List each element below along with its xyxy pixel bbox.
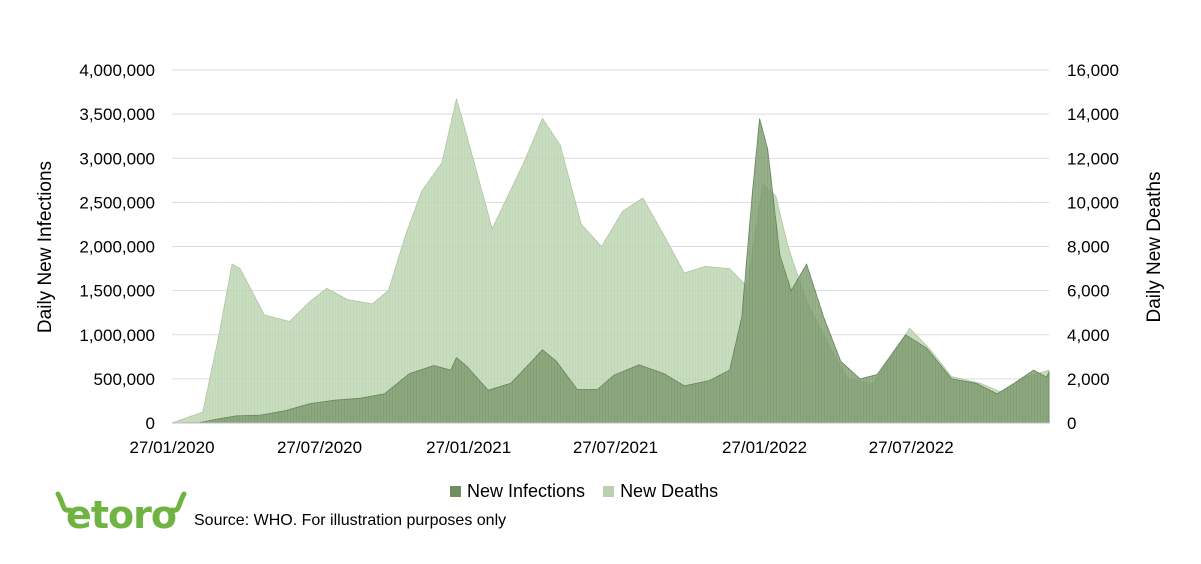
legend-item-deaths[interactable]: New Deaths [603,481,718,502]
y2-tick-label: 10,000 [1067,193,1119,212]
legend-swatch-deaths [603,486,615,497]
bar-texture [171,70,1049,423]
y2-tick-label: 12,000 [1067,149,1119,168]
svg-text:etoro: etoro [66,493,176,534]
y2-tick-label: 16,000 [1067,61,1119,80]
legend-item-infections[interactable]: New Infections [450,481,585,502]
x-tick-label: 27/07/2021 [573,438,658,457]
left-axis-ticks: 0 500,000 1,000,000 1,500,000 2,000,000 2,500… [79,61,155,433]
y2-tick-label: 14,000 [1067,105,1119,124]
y-tick-label: 3,000,000 [79,149,155,168]
source-note: Source: WHO. For illustration purposes o… [194,512,507,529]
legend-label-infections: New Infections [467,481,586,501]
left-axis-title: Daily New Infections [35,161,56,333]
series-deaths-area [171,98,1050,424]
right-axis-title: Daily New Deaths [1144,172,1165,323]
legend-swatch-infections [450,486,461,497]
y-tick-label: 1,000,000 [79,326,155,345]
legend-label-deaths: New Deaths [620,481,719,501]
y2-tick-label: 2,000 [1067,370,1110,389]
series-infections-area [171,118,1050,424]
x-tick-label: 27/01/2021 [426,438,511,457]
x-tick-label: 27/07/2022 [869,438,954,457]
right-axis-ticks: 0 2,000 4,000 6,000 8,000 10,000 12,000 14,000 1… [1067,61,1119,433]
y2-tick-label: 8,000 [1067,238,1110,257]
x-tick-label: 27/01/2022 [722,438,807,457]
y-tick-label: 500,000 [94,370,155,389]
y-tick-label: 1,500,000 [79,282,155,301]
x-tick-label: 27/01/2020 [129,438,214,457]
x-axis-ticks: 27/01/2020 27/07/2020 27/01/2021 27/07/2021… [129,438,953,457]
y-tick-label: 2,500,000 [79,193,155,212]
y-tick-label: 3,500,000 [79,105,155,124]
etoro-logo: etoro [55,491,187,534]
y2-tick-label: 6,000 [1067,282,1110,301]
y2-tick-label: 4,000 [1067,326,1110,345]
y-tick-label: 0 [146,414,155,433]
y2-tick-label: 0 [1067,414,1076,433]
y-tick-label: 4,000,000 [79,61,155,80]
x-tick-label: 27/07/2020 [277,438,362,457]
series-areas [171,70,1050,424]
y-tick-label: 2,000,000 [79,238,155,257]
legend: New Infections New Deaths [450,481,718,502]
